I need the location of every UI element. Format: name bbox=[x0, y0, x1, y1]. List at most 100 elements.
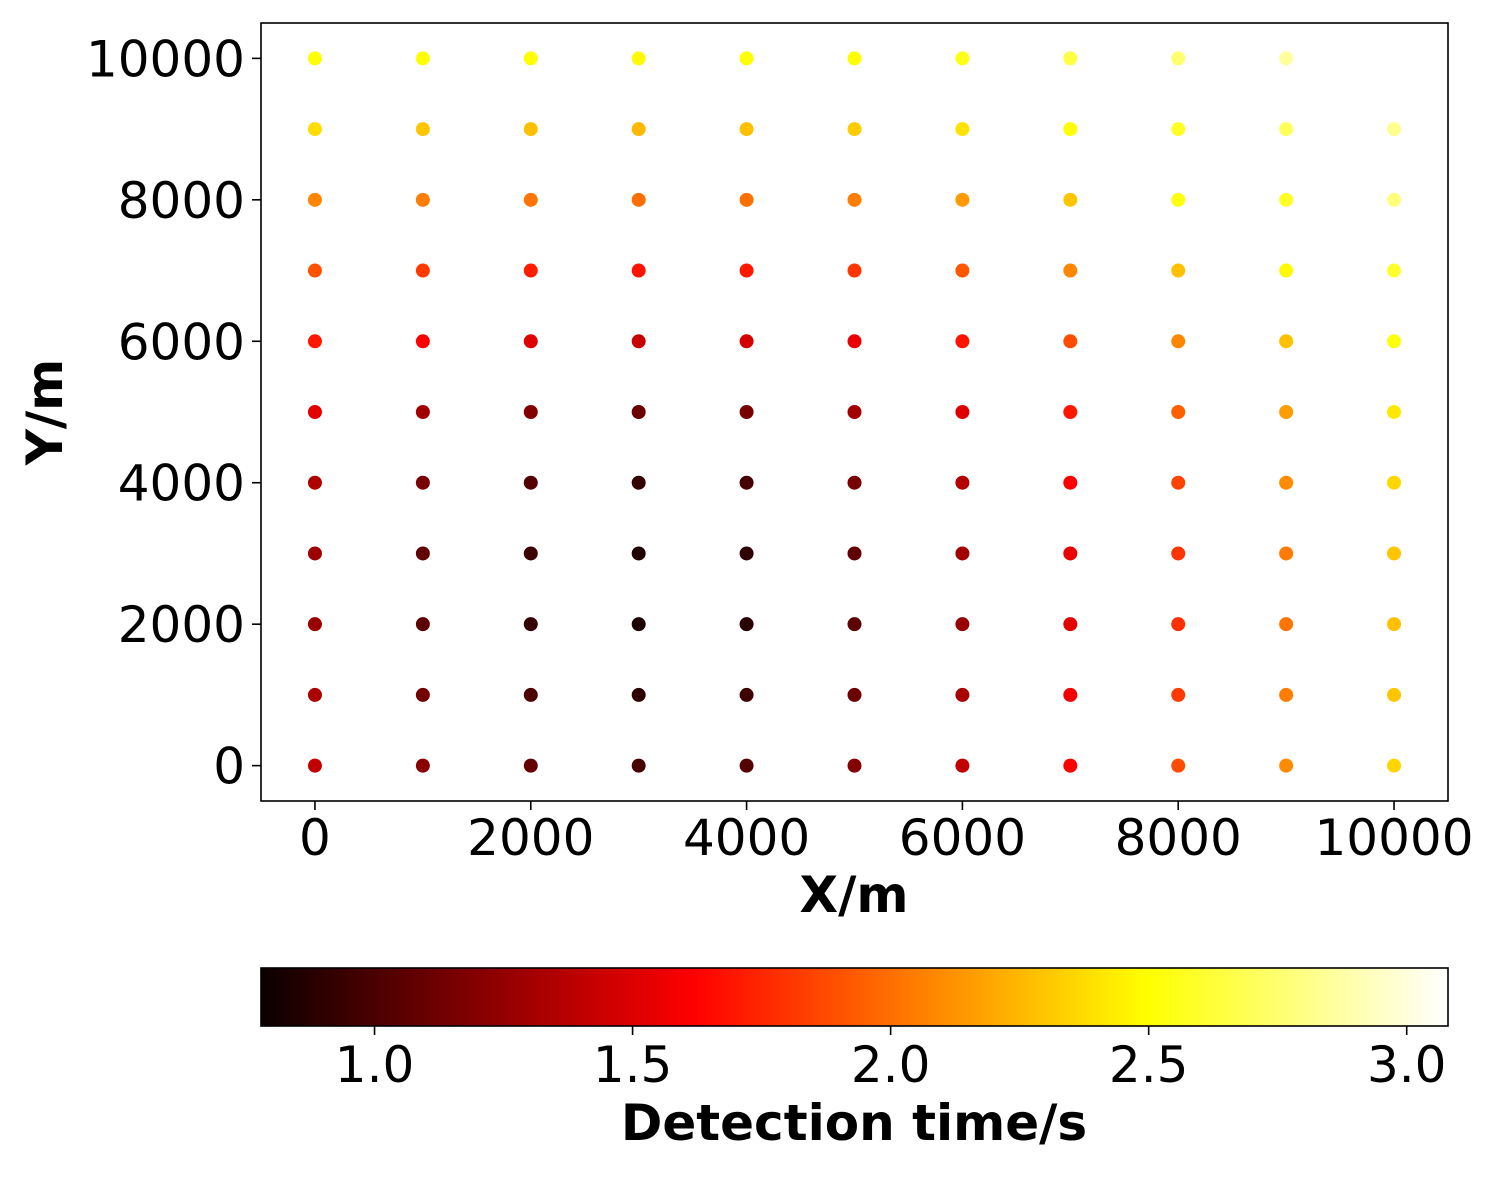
scatter-point bbox=[415, 617, 430, 632]
y-tick-label: 2000 bbox=[118, 596, 245, 654]
scatter-point bbox=[1063, 334, 1078, 349]
scatter-point bbox=[955, 546, 970, 561]
scatter-point bbox=[1279, 263, 1294, 278]
scatter-point bbox=[1171, 263, 1186, 278]
scatter-plot: 0 2000 4000 6000 8000 10000 0 2000 4000 6000 8000… bbox=[86, 22, 1474, 867]
y-tick-label: 0 bbox=[213, 738, 245, 796]
colorbar-tick-label: 3.0 bbox=[1367, 1036, 1447, 1094]
scatter-point bbox=[631, 334, 646, 349]
scatter-point bbox=[523, 758, 538, 773]
colorbar: 1.0 1.5 2.0 2.5 3.0 bbox=[260, 967, 1449, 1094]
scatter-point bbox=[307, 475, 322, 490]
scatter-point bbox=[307, 546, 322, 561]
x-axis-title: X/m bbox=[800, 866, 909, 924]
scatter-point bbox=[955, 758, 970, 773]
scatter-point bbox=[1387, 263, 1402, 278]
scatter-point bbox=[847, 475, 862, 490]
scatter-point bbox=[955, 405, 970, 419]
x-tick-label: 8000 bbox=[1115, 809, 1242, 867]
scatter-point bbox=[631, 263, 646, 278]
scatter-point bbox=[1171, 546, 1186, 561]
scatter-point bbox=[1387, 687, 1402, 702]
scatter-point bbox=[1063, 687, 1078, 702]
scatter-point bbox=[631, 687, 646, 702]
scatter-point bbox=[847, 334, 862, 349]
scatter-point bbox=[1279, 51, 1294, 66]
scatter-point bbox=[523, 263, 538, 278]
scatter-point bbox=[955, 51, 970, 66]
scatter-point bbox=[523, 122, 538, 137]
scatter-point bbox=[847, 192, 862, 207]
colorbar-title: Detection time/s bbox=[621, 1094, 1087, 1152]
scatter-point bbox=[1387, 617, 1402, 632]
scatter-point bbox=[847, 405, 862, 419]
scatter-point bbox=[631, 192, 646, 207]
scatter-point bbox=[1171, 405, 1186, 419]
scatter-point bbox=[739, 475, 754, 490]
scatter-point bbox=[1279, 758, 1294, 773]
x-tick-label: 2000 bbox=[467, 809, 594, 867]
scatter-point bbox=[523, 546, 538, 561]
scatter-point bbox=[631, 758, 646, 773]
scatter-point bbox=[307, 687, 322, 702]
colorbar-ticks: 1.0 1.5 2.0 2.5 3.0 bbox=[335, 1026, 1447, 1094]
colorbar-tick-label: 2.5 bbox=[1109, 1036, 1189, 1094]
scatter-point bbox=[1387, 758, 1402, 773]
scatter-point bbox=[415, 51, 430, 66]
scatter-point bbox=[415, 122, 430, 137]
scatter-points bbox=[307, 51, 1402, 773]
scatter-point bbox=[1171, 122, 1186, 137]
y-tick-label: 4000 bbox=[118, 455, 245, 513]
scatter-point bbox=[415, 758, 430, 773]
scatter-point bbox=[739, 192, 754, 207]
scatter-point bbox=[1063, 263, 1078, 278]
scatter-point bbox=[523, 687, 538, 702]
colorbar-tick-label: 1.0 bbox=[335, 1036, 415, 1094]
scatter-point bbox=[1171, 758, 1186, 773]
scatter-point bbox=[1279, 122, 1294, 137]
colorbar-tick-label: 1.5 bbox=[593, 1036, 673, 1094]
scatter-point bbox=[307, 405, 322, 419]
scatter-point bbox=[307, 192, 322, 207]
scatter-point bbox=[523, 475, 538, 490]
scatter-point bbox=[307, 758, 322, 773]
y-tick-label: 10000 bbox=[86, 30, 245, 88]
scatter-point bbox=[847, 51, 862, 66]
scatter-point bbox=[631, 122, 646, 137]
scatter-point bbox=[1279, 334, 1294, 349]
x-axis-ticks: 0 2000 4000 6000 8000 10000 bbox=[299, 801, 1474, 867]
scatter-point bbox=[631, 51, 646, 66]
scatter-point bbox=[739, 617, 754, 632]
scatter-point bbox=[955, 617, 970, 632]
scatter-point bbox=[1063, 405, 1078, 419]
scatter-point bbox=[1171, 334, 1186, 349]
colorbar-gradient bbox=[260, 967, 1449, 1027]
scatter-point bbox=[631, 617, 646, 632]
scatter-point bbox=[739, 687, 754, 702]
scatter-point bbox=[523, 617, 538, 632]
scatter-point bbox=[415, 405, 430, 419]
scatter-point bbox=[631, 405, 646, 419]
scatter-point bbox=[955, 122, 970, 137]
scatter-point bbox=[739, 51, 754, 66]
scatter-point bbox=[415, 334, 430, 349]
scatter-point bbox=[1279, 546, 1294, 561]
scatter-point bbox=[847, 617, 862, 632]
scatter-point bbox=[523, 334, 538, 349]
x-tick-label: 10000 bbox=[1315, 809, 1474, 867]
scatter-point bbox=[415, 263, 430, 278]
scatter-point bbox=[523, 51, 538, 66]
scatter-point bbox=[739, 758, 754, 773]
scatter-point bbox=[1063, 546, 1078, 561]
y-tick-label: 6000 bbox=[118, 313, 245, 371]
scatter-point bbox=[1387, 546, 1402, 561]
scatter-point bbox=[1063, 122, 1078, 137]
x-tick-label: 0 bbox=[299, 809, 331, 867]
scatter-point bbox=[1387, 192, 1402, 207]
scatter-point bbox=[955, 263, 970, 278]
scatter-point bbox=[739, 546, 754, 561]
scatter-point bbox=[415, 192, 430, 207]
scatter-point bbox=[631, 546, 646, 561]
scatter-point bbox=[307, 263, 322, 278]
scatter-point bbox=[847, 546, 862, 561]
